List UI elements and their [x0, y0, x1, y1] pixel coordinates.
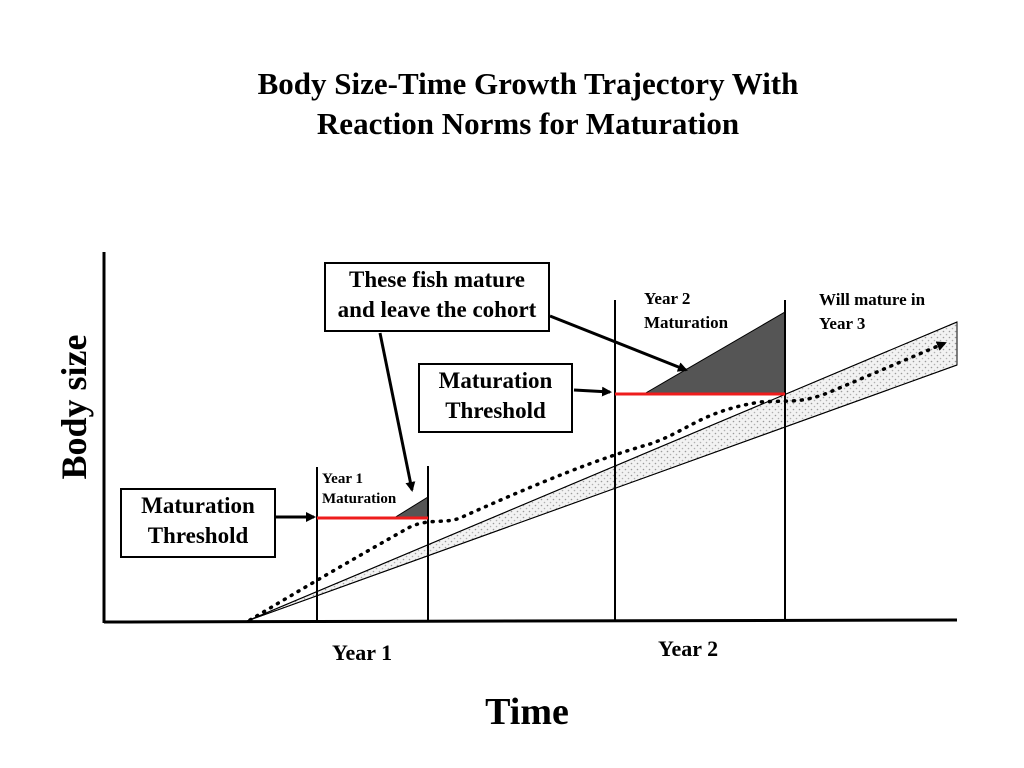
year3-maturation-line-1: Will mature in — [819, 290, 926, 309]
x-axis — [103, 618, 958, 624]
callout-line-2: and leave the cohort — [337, 297, 537, 322]
title-line-1: Body Size-Time Growth Trajectory With — [257, 66, 799, 101]
year3-maturation-line-2: Year 3 — [819, 314, 866, 333]
band-lower-edge — [246, 364, 958, 622]
callout-line-1: These fish mature — [349, 267, 525, 292]
threshold2-line-1: Maturation — [438, 368, 553, 393]
x-tick-year2: Year 2 — [658, 636, 719, 661]
year1-maturation-label: Year 1 Maturation — [322, 469, 396, 509]
growth-trajectory — [248, 341, 947, 622]
threshold-year2-callout: Maturation Threshold — [418, 363, 573, 433]
x-axis-title: Time — [485, 691, 569, 733]
threshold2-line-2: Threshold — [445, 398, 546, 423]
threshold2-arrow — [573, 386, 612, 397]
year3-maturation-label: Will mature in Year 3 — [819, 288, 925, 336]
threshold1-line-1: Maturation — [141, 493, 255, 518]
mature-to-year1-arrow — [378, 332, 416, 492]
diagram-title: Body Size-Time Growth Trajectory With Re… — [128, 64, 928, 144]
y-axis-title: Body size — [54, 334, 94, 480]
title-line-2: Reaction Norms for Maturation — [316, 106, 740, 141]
year1-matured-region — [392, 496, 429, 519]
year1-maturation-line-2: Maturation — [322, 491, 397, 507]
threshold-year1-callout: Maturation Threshold — [120, 488, 276, 558]
year2-maturation-label: Year 2 Maturation — [644, 287, 728, 335]
year1-maturation-line-1: Year 1 — [322, 471, 363, 487]
x-tick-year1: Year 1 — [332, 640, 393, 665]
band-upper-edge — [246, 321, 958, 622]
year2-maturation-line-1: Year 2 — [644, 289, 691, 308]
threshold1-line-2: Threshold — [147, 523, 249, 548]
year2-maturation-line-2: Maturation — [644, 313, 729, 332]
mature-leave-callout: These fish mature and leave the cohort — [324, 262, 550, 332]
mature-to-year2-arrow — [549, 314, 688, 372]
